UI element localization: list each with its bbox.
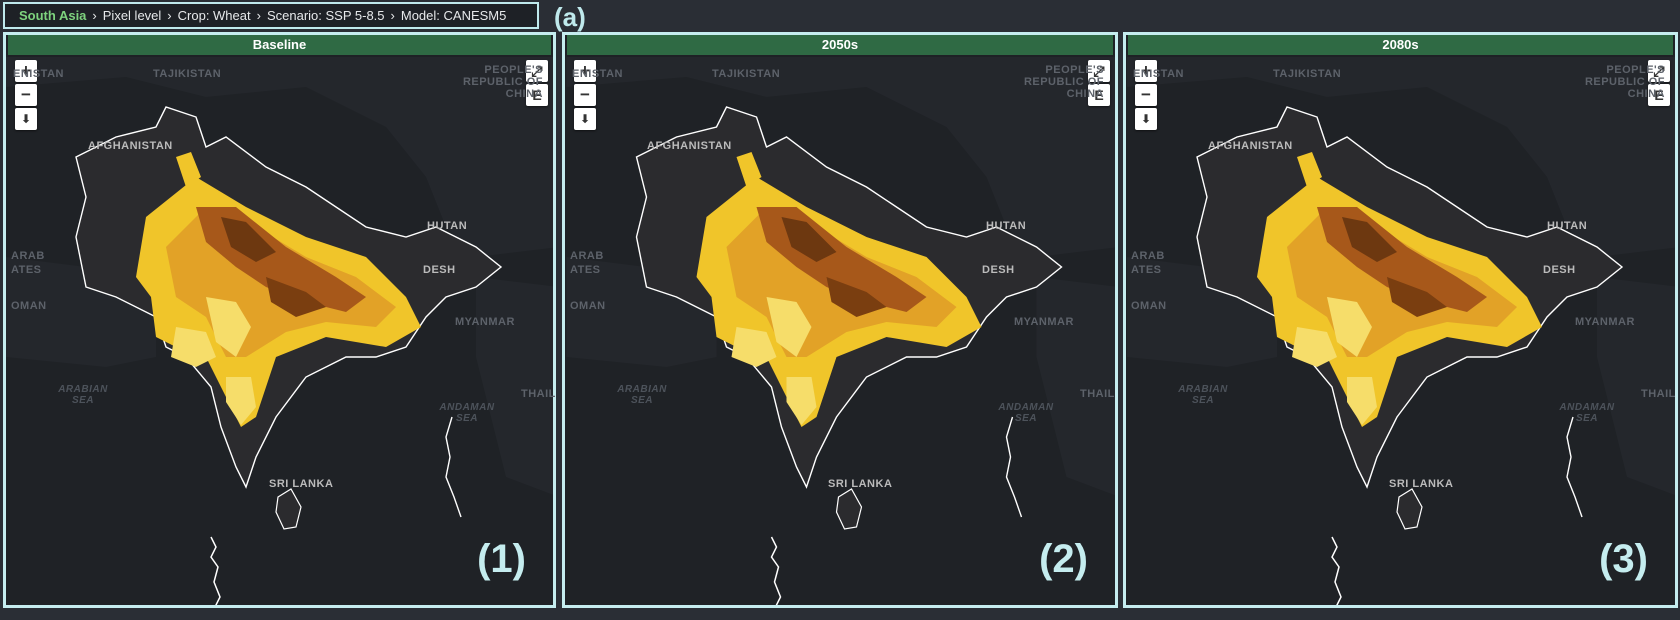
panel-title: 2080s — [1128, 35, 1673, 55]
panel-number: (3) — [1599, 537, 1648, 581]
label-thailand: THAIL — [1080, 388, 1115, 400]
label-arab: ARAB — [570, 250, 604, 262]
label-emirates: ATES — [11, 264, 42, 276]
label-emirates: ATES — [570, 264, 601, 276]
map-panel-2080s: 2080s — [1123, 32, 1678, 608]
label-bhutan: HUTAN — [427, 220, 468, 232]
zoom-in-button[interactable]: + — [15, 60, 37, 82]
map-panel-2050s: 2050s — [562, 32, 1118, 608]
label-myanmar: MYANMAR — [455, 316, 515, 328]
label-kazakhstan: ENISTAN — [572, 68, 623, 80]
fullscreen-icon[interactable]: ⤢ — [1648, 60, 1670, 82]
label-bangladesh: DESH — [1543, 264, 1576, 276]
breadcrumb-item-crop[interactable]: Crop: Wheat — [177, 8, 251, 23]
label-tajikistan: TAJIKISTAN — [1273, 68, 1342, 80]
label-andaman-sea: ANDAMAN SEA — [1559, 402, 1615, 424]
panel-title: 2050s — [567, 35, 1113, 55]
export-button[interactable]: E — [1648, 84, 1670, 106]
label-bhutan: HUTAN — [986, 220, 1027, 232]
label-arabian-sea: ARABIAN SEA — [617, 384, 667, 406]
label-emirates: ATES — [1131, 264, 1162, 276]
label-tajikistan: TAJIKISTAN — [712, 68, 781, 80]
download-icon[interactable]: ⬇ — [574, 108, 596, 130]
label-bangladesh: DESH — [982, 264, 1015, 276]
export-button[interactable]: E — [1088, 84, 1110, 106]
panel-2-overlay: + − ⬇ ⤢ E ENISTAN TAJIKISTAN AFGHANISTAN… — [562, 32, 1118, 608]
chevron-right-icon: › — [390, 8, 395, 23]
zoom-out-button[interactable]: − — [574, 84, 596, 106]
panel-number: (2) — [1039, 537, 1088, 581]
panel-3-overlay: + − ⬇ ⤢ E ENISTAN TAJIKISTAN AFGHANISTAN… — [1123, 32, 1678, 608]
label-oman: OMAN — [1131, 300, 1167, 312]
label-afghanistan: AFGHANISTAN — [647, 140, 732, 152]
breadcrumb-item-scenario[interactable]: Scenario: SSP 5-8.5 — [266, 8, 385, 23]
fullscreen-icon[interactable]: ⤢ — [526, 60, 548, 82]
label-myanmar: MYANMAR — [1575, 316, 1635, 328]
chevron-right-icon: › — [167, 8, 172, 23]
label-afghanistan: AFGHANISTAN — [1208, 140, 1293, 152]
breadcrumb: South Asia › Pixel level › Crop: Wheat ›… — [3, 2, 539, 29]
panel-1-overlay: + − ⬇ ⤢ E ENISTAN TAJIKISTAN AFGHANISTAN… — [3, 32, 556, 608]
label-sri-lanka: SRI LANKA — [269, 478, 334, 490]
label-arab: ARAB — [1131, 250, 1165, 262]
breadcrumb-root[interactable]: South Asia — [19, 8, 87, 23]
label-arabian-sea: ARABIAN SEA — [58, 384, 108, 406]
label-sri-lanka: SRI LANKA — [828, 478, 893, 490]
panel-title: Baseline — [8, 35, 551, 55]
label-kazakhstan: ENISTAN — [1133, 68, 1184, 80]
label-myanmar: MYANMAR — [1014, 316, 1074, 328]
label-thailand: THAIL — [1641, 388, 1676, 400]
label-andaman-sea: ANDAMAN SEA — [998, 402, 1054, 424]
label-bangladesh: DESH — [423, 264, 456, 276]
download-icon[interactable]: ⬇ — [15, 108, 37, 130]
panel-number: (1) — [477, 537, 526, 581]
zoom-in-button[interactable]: + — [574, 60, 596, 82]
label-arab: ARAB — [11, 250, 45, 262]
chevron-right-icon: › — [92, 8, 97, 23]
zoom-out-button[interactable]: − — [1135, 84, 1157, 106]
label-thailand: THAIL — [521, 388, 556, 400]
label-oman: OMAN — [570, 300, 606, 312]
zoom-in-button[interactable]: + — [1135, 60, 1157, 82]
export-button[interactable]: E — [526, 84, 548, 106]
annotation-a: (a) — [554, 2, 586, 32]
label-china: PEOPLE'S REPUBLIC OF CHINA — [1584, 64, 1665, 100]
label-andaman-sea: ANDAMAN SEA — [439, 402, 495, 424]
breadcrumb-item-model[interactable]: Model: CANESM5 — [400, 8, 507, 23]
download-icon[interactable]: ⬇ — [1135, 108, 1157, 130]
label-tajikistan: TAJIKISTAN — [153, 68, 222, 80]
label-china: PEOPLE'S REPUBLIC OF CHINA — [462, 64, 543, 100]
breadcrumb-item-level[interactable]: Pixel level — [102, 8, 162, 23]
map-panel-baseline: Baseline — [3, 32, 556, 608]
label-sri-lanka: SRI LANKA — [1389, 478, 1454, 490]
label-afghanistan: AFGHANISTAN — [88, 140, 173, 152]
label-arabian-sea: ARABIAN SEA — [1178, 384, 1228, 406]
chevron-right-icon: › — [256, 8, 261, 23]
zoom-out-button[interactable]: − — [15, 84, 37, 106]
label-china: PEOPLE'S REPUBLIC OF CHINA — [1023, 64, 1104, 100]
label-kazakhstan: ENISTAN — [13, 68, 64, 80]
label-bhutan: HUTAN — [1547, 220, 1588, 232]
label-oman: OMAN — [11, 300, 47, 312]
fullscreen-icon[interactable]: ⤢ — [1088, 60, 1110, 82]
